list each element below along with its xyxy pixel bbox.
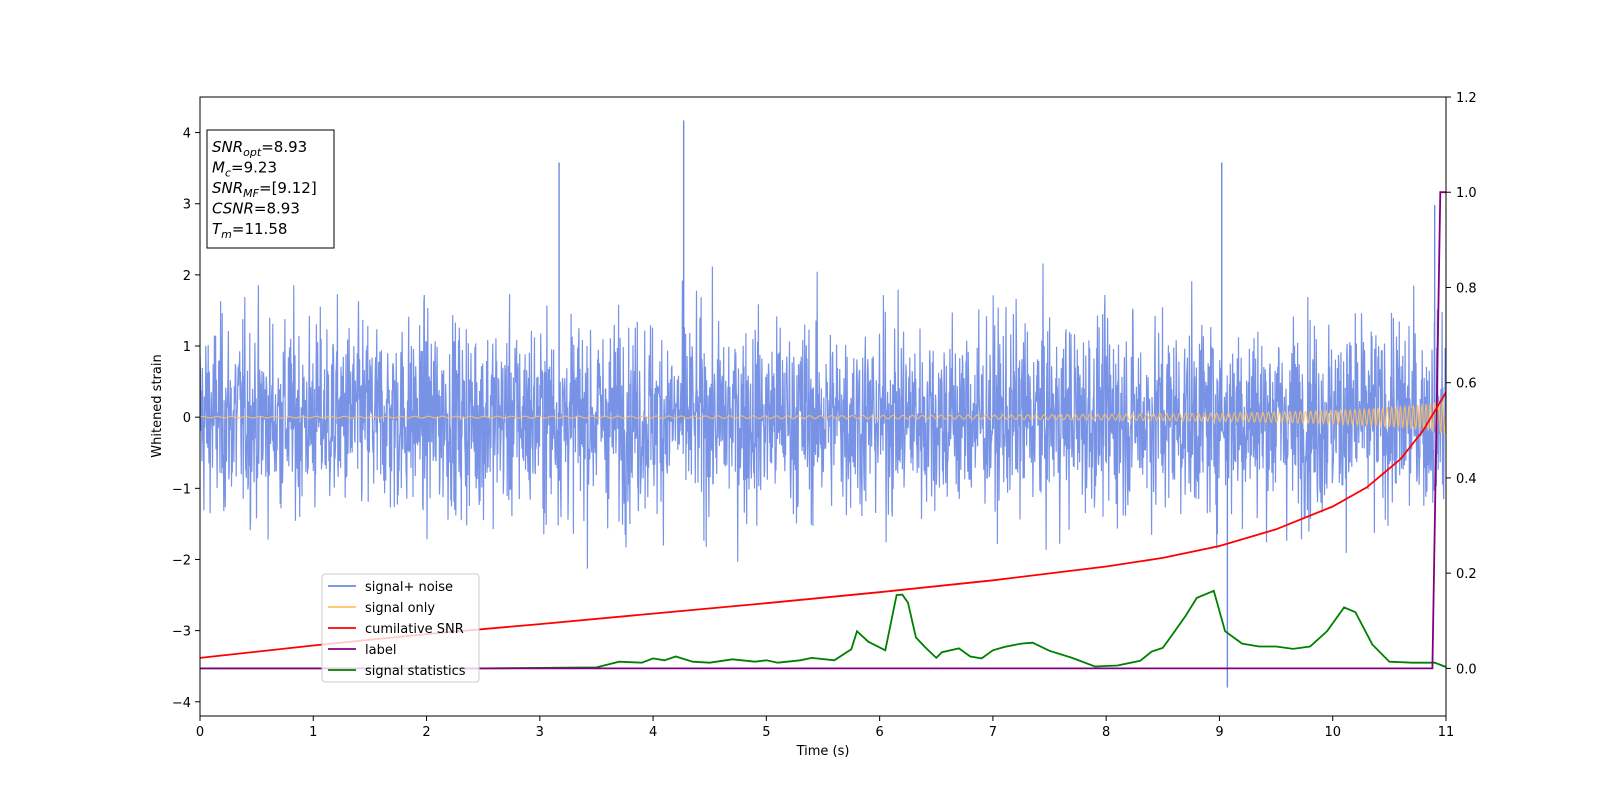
series-line-signal-noise: [200, 263, 1446, 569]
y2-tick-label: 0.0: [1456, 662, 1477, 677]
y-tick-label: 4: [183, 127, 191, 142]
axes-frame: [199, 96, 1447, 717]
y2-tick-label: 0.8: [1456, 281, 1477, 296]
y2-tick-label: 1.2: [1456, 91, 1477, 106]
series-layer: [200, 120, 1446, 688]
y-tick-label: −3: [172, 625, 191, 640]
x-tick-label: 6: [875, 725, 883, 740]
legend-frame: [321, 573, 480, 683]
series-line-label: [200, 191, 1446, 670]
x-tick-label: 11: [1438, 725, 1455, 740]
y-tick-label: 0: [183, 411, 191, 426]
series-line-cumulative-snr: [200, 391, 1446, 659]
y-tick-label: −4: [172, 696, 191, 711]
legend-entry: cumilative SNR: [365, 622, 464, 637]
y2-tick-label: 0.2: [1456, 567, 1477, 582]
x-tick-label: 5: [762, 725, 770, 740]
stats-line: Mc=9.23: [212, 159, 277, 180]
x-tick-label: 8: [1102, 725, 1110, 740]
x-tick-label: 9: [1215, 725, 1223, 740]
x-axis-label: Time (s): [796, 744, 850, 759]
y-axis-label: Whitened strain: [150, 354, 165, 457]
legend-entry: signal+ noise: [365, 580, 453, 595]
y-tick-label: 2: [183, 269, 191, 284]
y2-tick-label: 1.0: [1456, 186, 1477, 201]
y2-tick-label: 0.4: [1456, 472, 1477, 487]
legend: signal+ noise signal only cumilative SNR la…: [321, 573, 480, 683]
x-tick-label: 1: [309, 725, 317, 740]
y-tick-label: 3: [183, 198, 191, 213]
legend-entry: label: [365, 643, 396, 658]
y-tick-label: −2: [172, 553, 191, 568]
stats-line: CSNR=8.93: [212, 200, 300, 218]
y-tick-label: −1: [172, 482, 191, 497]
series-line-signal-statistics: [200, 589, 1446, 670]
stats-box-frame: [206, 129, 335, 249]
stats-line: SNRMF=[9.12]: [212, 179, 317, 200]
y-tick-label: 1: [183, 340, 191, 355]
stats-line: SNRopt=8.93: [212, 138, 307, 159]
x-tick-label: 0: [196, 725, 204, 740]
x-tick-label: 10: [1324, 725, 1341, 740]
x-tick-label: 7: [989, 725, 997, 740]
y2-tick-label: 0.6: [1456, 377, 1477, 392]
x-tick-label: 2: [422, 725, 430, 740]
legend-entry: signal only: [365, 601, 435, 616]
legend-entry: signal statistics: [365, 664, 466, 679]
stats-line: Tm=11.58: [212, 220, 287, 241]
series-line-signal-only: [200, 401, 1446, 435]
x-tick-label: 4: [649, 725, 657, 740]
ticks-layer: 0 1 2 3 4 5 6 7 8 9 10 1143210−1−2−3−41.21.00.80.60…: [172, 91, 1477, 740]
x-tick-label: 3: [536, 725, 544, 740]
